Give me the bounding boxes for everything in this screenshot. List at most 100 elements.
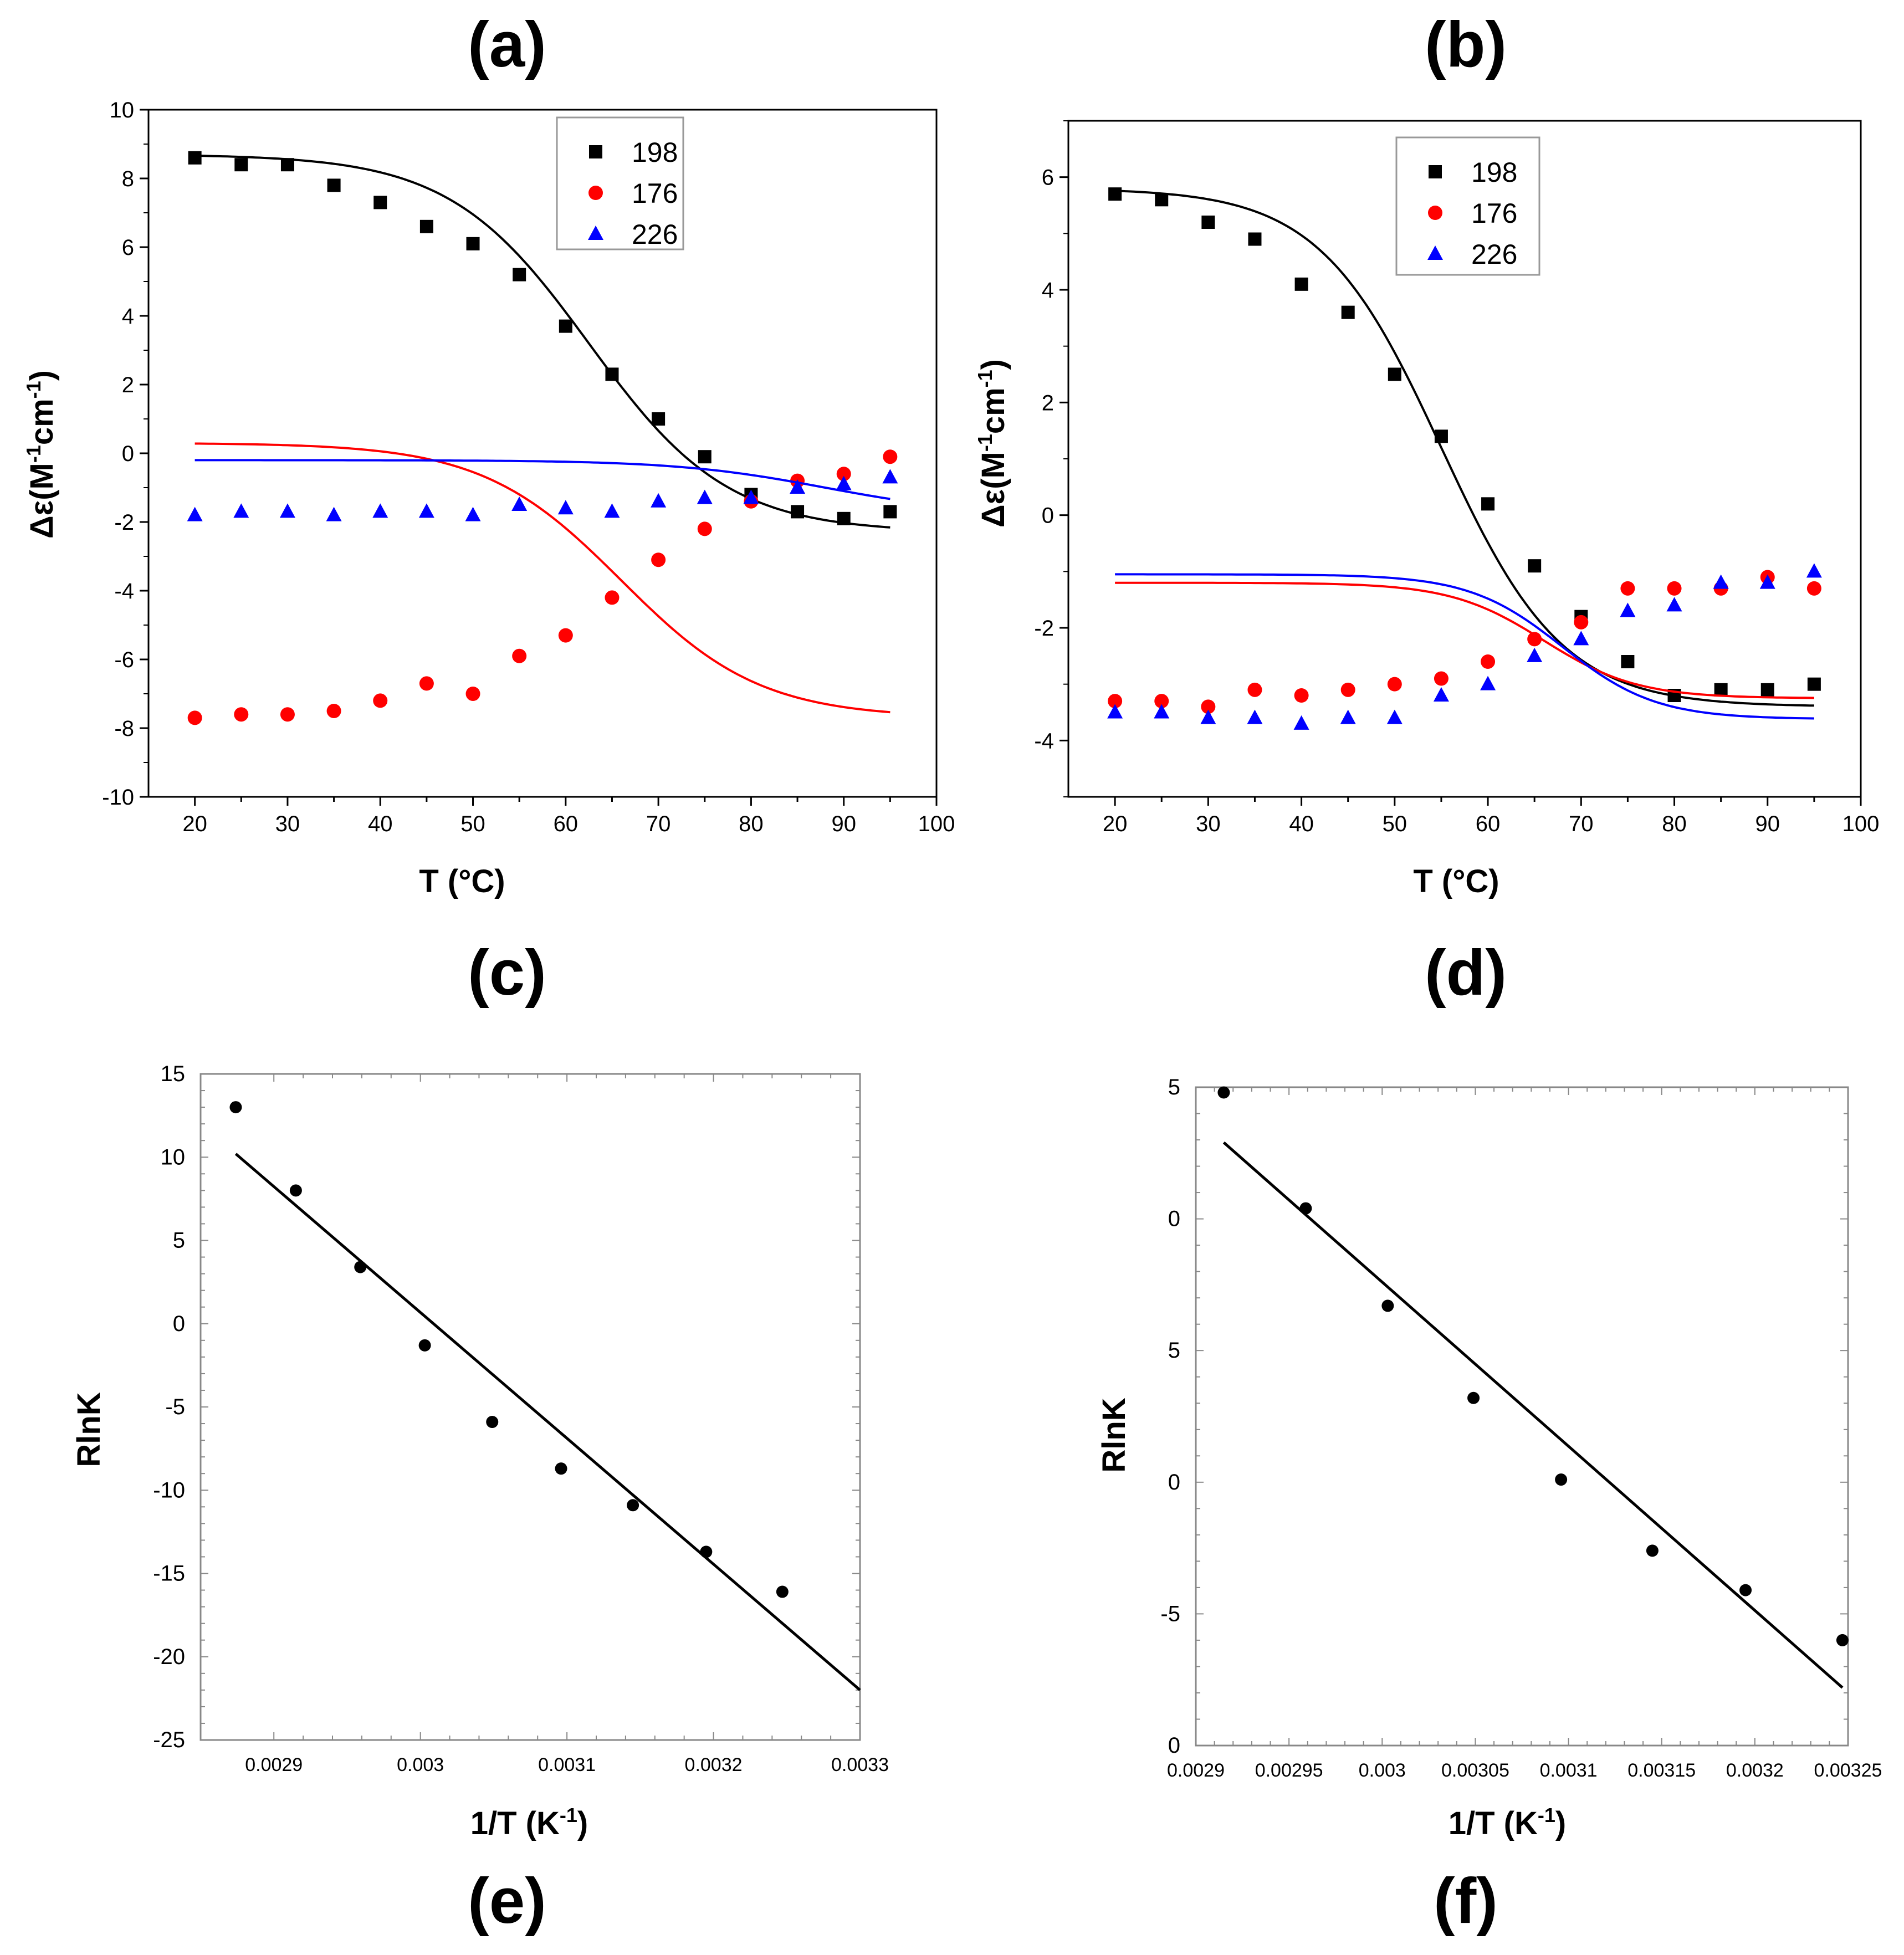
chart-d-xtick-label: 70	[1569, 812, 1594, 836]
chart-d: 20 30 40 50 60 70 80 90 100 -4 -2 0 2 4 6 198 176 226	[1034, 120, 1880, 836]
chart-f-ytick-label: 0	[1168, 1470, 1180, 1495]
panel-label-d: (d)	[1425, 936, 1507, 1009]
chart-c-point-198	[234, 158, 248, 172]
chart-e-fit-line	[234, 1153, 861, 1691]
chart-c-point-198	[513, 268, 526, 282]
chart-e-ytick-label: 15	[161, 1062, 186, 1086]
chart-f-ytick-label: 0	[1168, 1733, 1180, 1758]
chart-c-point-226	[279, 503, 295, 518]
chart-d-point-176	[1201, 699, 1216, 714]
chart-c-xtick-label: 20	[182, 812, 207, 836]
chart-c-point-198	[419, 219, 433, 233]
chart-e-xtick-label: 0.0033	[831, 1754, 889, 1775]
chart-f-xtick-label: 0.0031	[1540, 1760, 1598, 1781]
chart-c-point-198	[188, 151, 202, 165]
chart-d-point-198	[1528, 559, 1542, 573]
chart-c-frame	[147, 109, 938, 798]
chart-f-point	[1646, 1544, 1659, 1557]
chart-c-ytick-label: 6	[122, 236, 134, 260]
chart-c-point-198	[791, 505, 805, 519]
chart-c-point-176	[373, 693, 388, 708]
chart-d-point-198	[1434, 429, 1448, 443]
chart-e-xlabel: 1/T (K-1)	[470, 1804, 588, 1841]
chart-d-xtick-label: 20	[1103, 812, 1128, 836]
chart-d-ylabel: Δε(M-1cm-1)	[974, 359, 1011, 528]
chart-c-fit-226	[195, 459, 890, 500]
chart-c-fit-176	[195, 442, 890, 714]
chart-d-point-176	[1108, 694, 1123, 709]
chart-f-xtick-label: 0.003	[1359, 1760, 1406, 1781]
chart-c-ytick-label: -2	[114, 510, 134, 535]
chart-f-xtick-label: 0.00305	[1441, 1760, 1509, 1781]
chart-c-xtick-label: 70	[646, 812, 671, 836]
chart-f-ylabel: RlnK	[1096, 1398, 1132, 1472]
chart-c-point-176	[558, 628, 573, 643]
chart-e-point	[418, 1339, 431, 1352]
chart-f-ytick-label: 0	[1168, 1207, 1180, 1231]
chart-c-point-198	[280, 158, 294, 172]
chart-c-ytick-label: 8	[122, 167, 134, 191]
chart-d-xtick-label: 100	[1842, 812, 1880, 836]
chart-d-point-226	[1806, 563, 1822, 578]
chart-f-ytick-label: 5	[1168, 1338, 1180, 1363]
chart-f-point	[1381, 1299, 1394, 1312]
chart-d-point-226	[1666, 597, 1682, 612]
chart-c-ytick-label: 4	[122, 304, 134, 329]
chart-c-point-198	[605, 367, 619, 381]
chart-c-ylabel: Δε(M-1cm-1)	[22, 370, 60, 539]
chart-d-point-198	[1760, 683, 1774, 697]
chart-d-ytick-label: 4	[1042, 278, 1054, 303]
chart-c-point-226	[233, 503, 249, 518]
chart-e-xtick-label: 0.0032	[685, 1754, 743, 1775]
chart-c-point-198	[327, 178, 341, 192]
chart-e-ytick-label: -10	[153, 1478, 185, 1502]
chart-c-ytick-label: -8	[114, 717, 134, 741]
chart-d-point-226	[1573, 631, 1589, 646]
chart-c-point-198	[559, 319, 572, 333]
chart-d-point-176	[1247, 682, 1262, 697]
chart-c-xtick-label: 40	[368, 812, 393, 836]
chart-c-point-198	[466, 237, 480, 250]
chart-c-point-198	[698, 450, 712, 464]
chart-e-xtick-label: 0.0029	[245, 1754, 303, 1775]
chart-c-legend-marker-176	[588, 186, 603, 200]
chart-d-point-198	[1155, 193, 1169, 207]
chart-d-point-226	[1759, 574, 1775, 589]
chart-c-legend-label-198: 198	[632, 137, 678, 168]
chart-d-point-226	[1713, 574, 1729, 589]
chart-c-ytick-label: 10	[110, 98, 135, 122]
chart-c-legend	[556, 116, 684, 250]
chart-c-xtick-label: 60	[554, 812, 579, 836]
chart-c-point-226	[418, 503, 434, 518]
chart-c-point-176	[651, 552, 666, 567]
chart-c-point-176	[187, 710, 202, 725]
chart-d-point-176	[1667, 581, 1682, 596]
chart-c-point-176	[883, 449, 898, 464]
chart-c-ytick-label: 2	[122, 373, 134, 397]
chart-e-ytick-label: 10	[161, 1145, 186, 1169]
chart-e-ytick-label: 5	[173, 1229, 185, 1253]
chart-d-point-176	[1340, 682, 1355, 697]
chart-d-point-176	[1806, 581, 1821, 596]
chart-d-point-226	[1293, 715, 1309, 730]
chart-d-legend-marker-226	[1427, 245, 1443, 260]
chart-d-point-198	[1341, 305, 1355, 319]
chart-c-point-176	[605, 590, 620, 605]
chart-f-frame	[1195, 1086, 1849, 1747]
chart-e-point	[289, 1184, 302, 1197]
chart-d-legend-label-226: 226	[1471, 239, 1517, 270]
chart-d-legend	[1395, 136, 1540, 276]
chart-f-xtick-label: 0.00315	[1627, 1760, 1696, 1781]
chart-c-ytick-label: -4	[114, 579, 134, 603]
chart-d-point-198	[1108, 187, 1122, 201]
chart-d-point-176	[1527, 632, 1542, 647]
chart-f-fit-line	[1222, 1141, 1844, 1689]
panel-label-c: (c)	[468, 936, 546, 1009]
panel-label-b: (b)	[1425, 8, 1507, 80]
chart-c-xlabel: T (°C)	[419, 863, 505, 899]
chart-d-fit-226	[1115, 573, 1814, 720]
chart-d-xtick-label: 50	[1383, 812, 1407, 836]
chart-d-point-198	[1294, 277, 1308, 291]
chart-d-ytick-label: -2	[1034, 616, 1054, 641]
chart-c-ytick-label: 0	[122, 442, 134, 466]
